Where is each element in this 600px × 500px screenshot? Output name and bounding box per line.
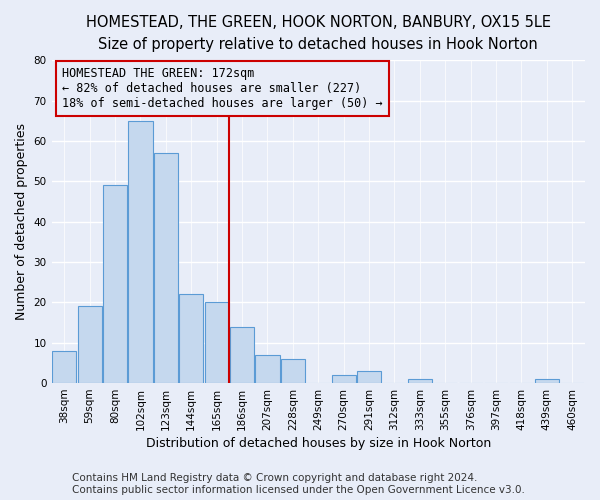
Bar [77, 306, 102, 383]
Title: HOMESTEAD, THE GREEN, HOOK NORTON, BANBURY, OX15 5LE
Size of property relative t: HOMESTEAD, THE GREEN, HOOK NORTON, BANBU… [86, 15, 551, 52]
X-axis label: Distribution of detached houses by size in Hook Norton: Distribution of detached houses by size … [146, 437, 491, 450]
Bar [281, 359, 305, 383]
Bar [103, 186, 127, 383]
Bar [52, 351, 76, 383]
Bar [256, 355, 280, 383]
Bar [179, 294, 203, 383]
Bar [357, 371, 381, 383]
Bar [154, 153, 178, 383]
Bar [535, 379, 559, 383]
Bar [205, 302, 229, 383]
Bar [230, 326, 254, 383]
Bar [128, 121, 152, 383]
Text: Contains HM Land Registry data © Crown copyright and database right 2024.
Contai: Contains HM Land Registry data © Crown c… [72, 474, 525, 495]
Text: HOMESTEAD THE GREEN: 172sqm
← 82% of detached houses are smaller (227)
18% of se: HOMESTEAD THE GREEN: 172sqm ← 82% of det… [62, 67, 383, 110]
Y-axis label: Number of detached properties: Number of detached properties [15, 123, 28, 320]
Bar [408, 379, 432, 383]
Bar [332, 375, 356, 383]
